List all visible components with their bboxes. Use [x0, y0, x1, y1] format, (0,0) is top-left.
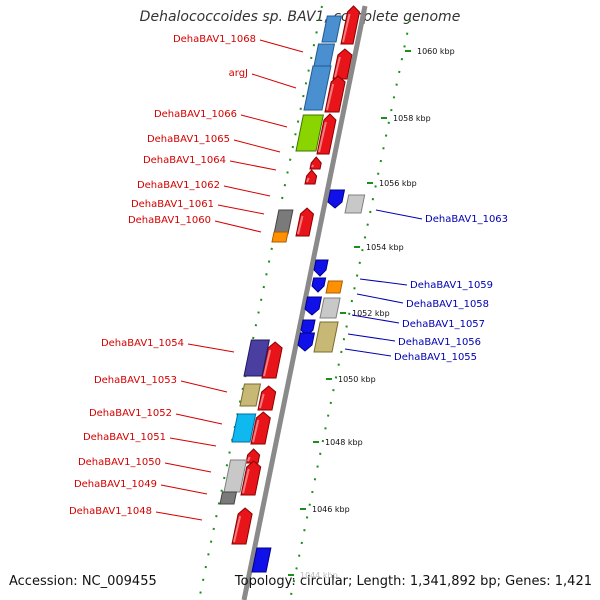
genome-backbone	[241, 5, 368, 600]
label-leader-line	[375, 209, 423, 220]
genome-stats: Topology: circular; Length: 1,341,892 bp…	[234, 574, 592, 589]
gene-feature	[243, 339, 270, 377]
gene-label[interactable]: DehaBAV1_1053	[94, 375, 177, 386]
gene-feature	[327, 189, 346, 209]
label-leader-line	[217, 204, 265, 215]
label-leader-line	[160, 484, 208, 495]
scale-labels: 1060 kbp 1058 kbp 1056 kbp 1054 kbp 1052 kbp…	[300, 47, 455, 580]
scale-label: 1060 kbp	[417, 47, 455, 56]
label-leader-line	[351, 314, 400, 324]
gene-label[interactable]: DehaBAV1_1058	[406, 299, 489, 310]
label-leader-line	[155, 511, 203, 521]
scale-label: 1046 kbp	[312, 505, 350, 514]
label-leader-line	[251, 73, 297, 89]
gene-feature	[257, 385, 277, 411]
gene-label[interactable]: DehaBAV1_1066	[154, 109, 237, 120]
gene-feature	[319, 297, 341, 319]
gene-label[interactable]: DehaBAV1_1052	[89, 408, 172, 419]
gene-feature	[295, 114, 324, 152]
scale-label: 1056 kbp	[379, 179, 417, 188]
gene-feature	[245, 448, 261, 464]
gene-feature	[271, 231, 289, 243]
gene-label[interactable]: DehaBAV1_1055	[394, 352, 477, 363]
gene-feature	[325, 280, 344, 294]
label-leader-line	[259, 39, 304, 53]
gene-feature	[313, 43, 336, 67]
label-leader-line	[347, 333, 396, 342]
gene-feature	[295, 207, 315, 237]
gene-feature	[304, 169, 318, 185]
gene-feature	[223, 459, 248, 493]
gene-feature	[231, 413, 257, 443]
gene-label[interactable]: DehaBAV1_1056	[398, 337, 481, 348]
scale-label: 1052 kbp	[352, 309, 390, 318]
scale-label: 1044 kbp	[300, 571, 338, 580]
gene-label[interactable]: DehaBAV1_1048	[69, 506, 152, 517]
gene-feature	[273, 209, 294, 235]
gene-feature	[344, 194, 366, 214]
right-gene-labels: DehaBAV1_1063 DehaBAV1_1059 DehaBAV1_1058 D…	[344, 209, 508, 363]
label-leader-line	[214, 220, 262, 233]
label-leader-line	[164, 462, 212, 473]
label-leader-line	[356, 293, 404, 304]
accession-text: Accession: NC_009455	[9, 574, 157, 589]
gene-features	[219, 5, 366, 573]
gene-label[interactable]: argJ	[229, 68, 248, 79]
gene-label[interactable]: DehaBAV1_1054	[101, 338, 184, 349]
label-leader-line	[187, 343, 235, 353]
gene-feature	[340, 5, 361, 45]
label-leader-line	[180, 380, 228, 393]
gene-feature	[313, 321, 339, 353]
gene-feature	[332, 48, 353, 80]
gene-label[interactable]: DehaBAV1_1049	[74, 479, 157, 490]
gene-label[interactable]: DehaBAV1_1060	[128, 215, 211, 226]
gene-label[interactable]: DehaBAV1_1064	[143, 155, 226, 166]
gene-label[interactable]: DehaBAV1_1050	[78, 457, 161, 468]
scale-label: 1050 kbp	[338, 375, 376, 384]
label-leader-line	[169, 437, 217, 447]
gene-feature	[251, 547, 272, 573]
label-leader-line	[229, 160, 277, 171]
scale-label: 1048 kbp	[325, 438, 363, 447]
gene-label[interactable]: DehaBAV1_1059	[410, 280, 493, 291]
label-leader-line	[175, 413, 223, 425]
gene-feature	[311, 277, 327, 293]
gene-label[interactable]: DehaBAV1_1065	[147, 134, 230, 145]
gene-label[interactable]: DehaBAV1_1068	[173, 34, 256, 45]
left-gene-labels: DehaBAV1_1068 argJ DehaBAV1_1066 DehaBAV1_1…	[69, 34, 304, 521]
gene-label[interactable]: DehaBAV1_1051	[83, 432, 166, 443]
gene-feature	[239, 383, 262, 407]
gene-feature	[309, 156, 322, 170]
label-leader-line	[240, 114, 288, 128]
gene-feature	[219, 491, 238, 505]
gene-label[interactable]: DehaBAV1_1061	[131, 199, 214, 210]
gene-feature	[313, 259, 329, 277]
gene-feature	[240, 460, 262, 496]
gene-label[interactable]: DehaBAV1_1063	[425, 214, 508, 225]
scale-label: 1058 kbp	[393, 114, 431, 123]
gene-feature	[304, 296, 323, 316]
label-leader-line	[359, 278, 408, 286]
map-title: Dehalococcoides sp. BAV1, complete genom…	[139, 9, 461, 25]
gene-feature	[250, 411, 271, 445]
gene-feature	[303, 65, 332, 111]
gene-feature	[316, 113, 337, 155]
label-leader-line	[344, 348, 392, 357]
label-leader-line	[233, 139, 281, 153]
scale-label: 1054 kbp	[366, 243, 404, 252]
gene-feature	[231, 507, 253, 545]
label-leader-line	[223, 185, 271, 197]
scale-tick-marks	[288, 50, 411, 576]
gene-feature	[324, 75, 346, 113]
gene-label[interactable]: DehaBAV1_1057	[402, 319, 485, 330]
gene-feature	[297, 332, 316, 352]
gene-label[interactable]: DehaBAV1_1062	[137, 180, 220, 191]
gene-feature	[321, 15, 342, 43]
